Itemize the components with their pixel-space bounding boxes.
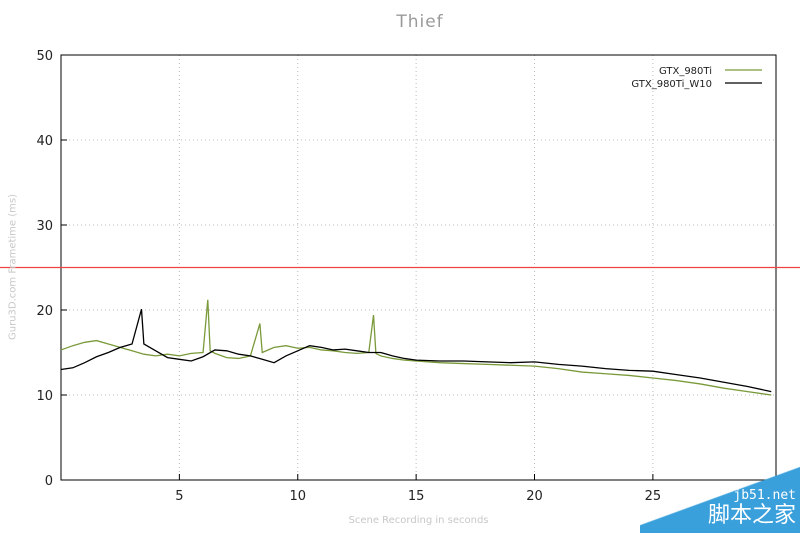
x-tick-label: 20 [526,489,543,504]
x-tick-label: 5 [175,489,183,504]
x-tick-label: 15 [408,489,425,504]
x-tick-label: 10 [289,489,306,504]
legend-label: GTX_980Ti [659,66,712,77]
y-tick-label: 30 [36,219,53,234]
watermark-url: jb51.net [733,488,796,503]
y-tick-label: 20 [36,304,53,319]
chart-title: Thief [396,12,444,32]
series-line-gtx-980ti-w10 [60,308,772,393]
y-tick-label: 0 [45,474,53,489]
y-tick-label: 10 [36,389,53,404]
legend-label: GTX_980Ti_W10 [631,79,712,90]
watermark-name: 脚本之家 [707,503,796,528]
y-tick-label: 40 [36,134,53,149]
y-axis-label: Guru3D.com Frametime (ms) [7,194,19,340]
watermark: jb51.net 脚本之家 [640,463,800,533]
y-tick-label: 50 [36,49,53,64]
x-axis-label: Scene Recording in seconds [348,515,489,526]
series-line-gtx-980ti [60,299,772,396]
